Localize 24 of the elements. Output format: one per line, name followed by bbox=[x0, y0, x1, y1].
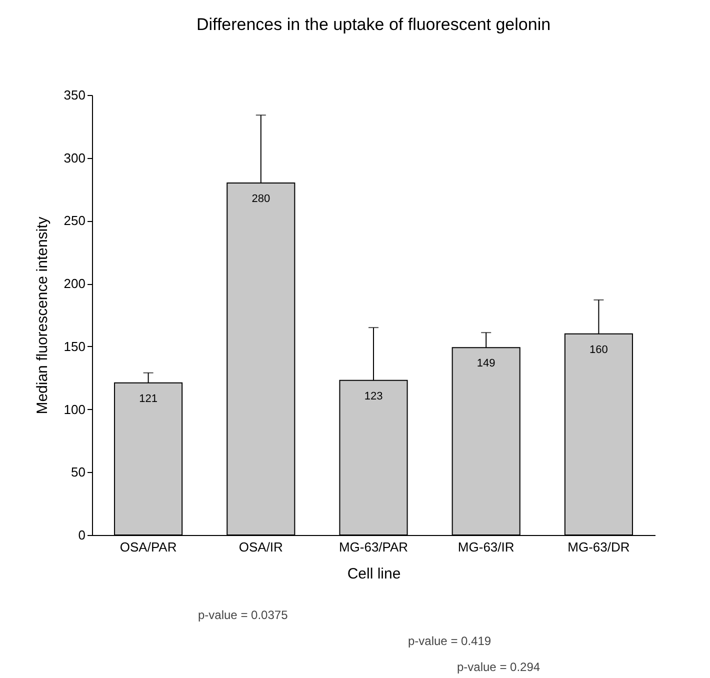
y-tick-label: 350 bbox=[64, 88, 86, 102]
data-label: 121 bbox=[139, 392, 158, 405]
text: p-value = 0.294 bbox=[457, 660, 540, 674]
text: p-value = 0.0375 bbox=[198, 608, 288, 622]
y-tick-label: 200 bbox=[64, 276, 86, 292]
data-label: 160 bbox=[590, 344, 608, 356]
y-tick-label: 0 bbox=[78, 528, 86, 542]
y-tick-label: 250 bbox=[64, 213, 86, 228]
x-tick-label: MG-63/PAR bbox=[338, 540, 408, 554]
x-tick-label: MG-63/DR bbox=[568, 540, 630, 554]
y-tick-label: 300 bbox=[64, 150, 86, 166]
x-tick-label: OSA/PAR bbox=[120, 540, 177, 554]
data-label: 149 bbox=[476, 358, 496, 370]
x-tick-label: MG-63/IR bbox=[458, 540, 514, 554]
y-tick-label: 100 bbox=[64, 402, 86, 417]
y-tick-label: 50 bbox=[71, 464, 86, 480]
data-label: 280 bbox=[252, 193, 270, 205]
y-axis-title: Median fluorescence intensity bbox=[34, 216, 51, 414]
chart-title: Differences in the uptake of fluorescent gelonin bbox=[196, 15, 551, 34]
y-tick-label: 150 bbox=[64, 338, 86, 354]
x-tick-label: OSA/IR bbox=[238, 540, 283, 554]
x-axis-title: Cell line bbox=[347, 566, 401, 582]
text: p-value = 0.419 bbox=[408, 634, 492, 648]
data-label: 123 bbox=[364, 390, 383, 402]
